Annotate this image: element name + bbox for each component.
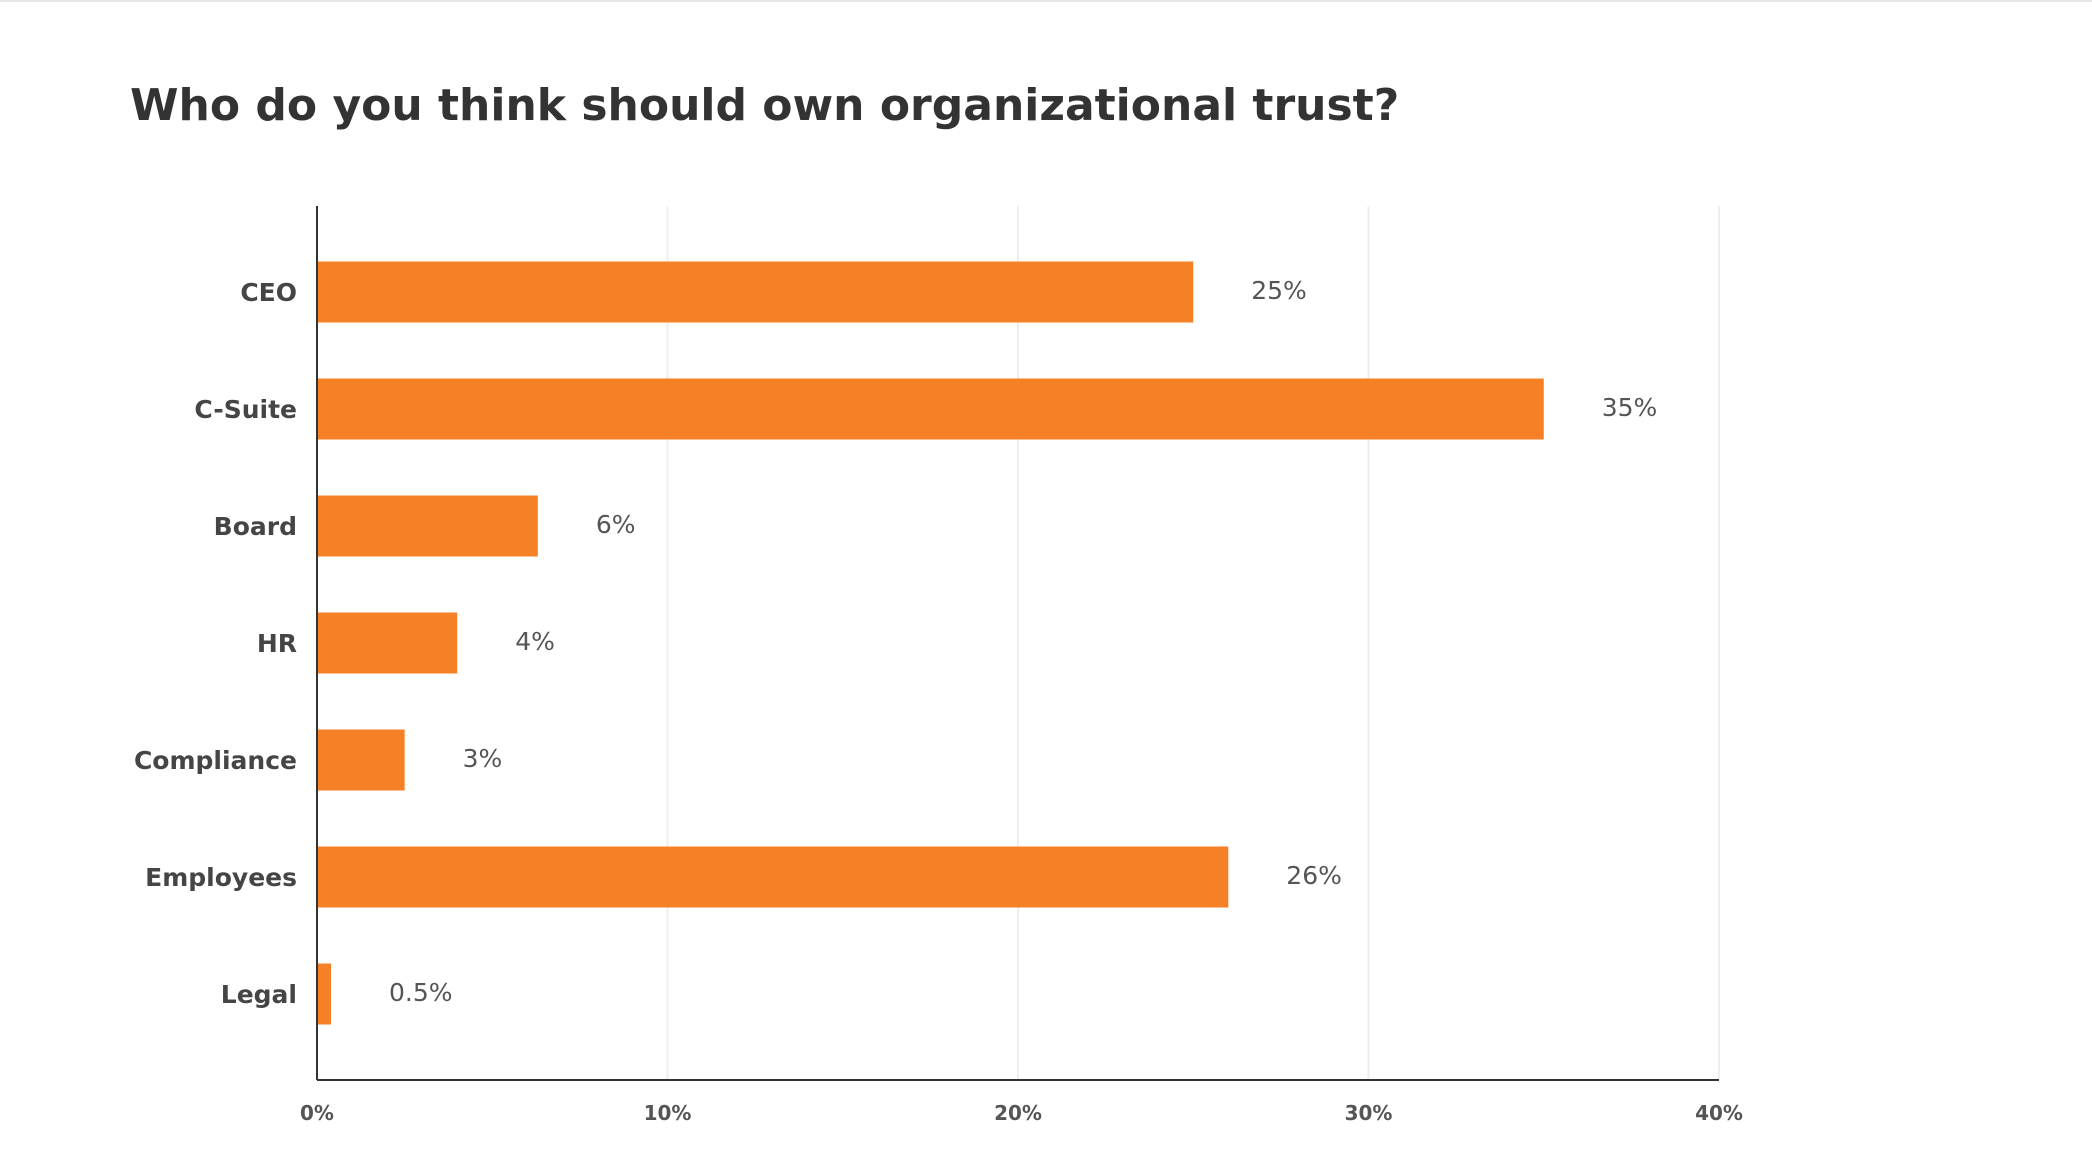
value-label: 0.5% <box>389 978 453 1007</box>
x-tick-label: 30% <box>1345 1101 1393 1125</box>
category-label: CEO <box>240 278 297 307</box>
category-label: Legal <box>221 980 297 1009</box>
x-tick-label: 40% <box>1695 1101 1743 1125</box>
category-label: Employees <box>145 863 297 892</box>
x-tick-label: 0% <box>300 1101 334 1125</box>
category-label: Board <box>214 512 297 541</box>
category-label: Compliance <box>134 746 297 775</box>
bar-ceo <box>317 261 1194 323</box>
bars <box>317 261 1544 1025</box>
value-label: 4% <box>515 627 555 656</box>
value-label: 3% <box>463 744 503 773</box>
bar-c-suite <box>317 378 1544 440</box>
value-label: 25% <box>1251 276 1307 305</box>
chart-title: Who do you think should own organization… <box>130 80 1400 131</box>
bar-employees <box>317 846 1229 908</box>
bar-board <box>317 495 538 557</box>
category-label: C-Suite <box>194 395 297 424</box>
top-rule <box>0 0 2092 2</box>
bar-legal <box>317 963 332 1025</box>
gridlines <box>666 206 1720 1080</box>
x-tick-label: 20% <box>994 1101 1042 1125</box>
axes <box>316 206 1719 1081</box>
category-label: HR <box>257 629 297 658</box>
value-label: 35% <box>1602 393 1658 422</box>
x-tick-label: 10% <box>644 1101 692 1125</box>
bar-hr <box>317 612 458 674</box>
labels: 0% 10% 20% 30% 40% CEO 25% C-Suite 35% Board 6% HR 4… <box>134 276 1743 1125</box>
value-label: 26% <box>1286 861 1342 890</box>
value-label: 6% <box>596 510 636 539</box>
bar-compliance <box>317 729 405 791</box>
